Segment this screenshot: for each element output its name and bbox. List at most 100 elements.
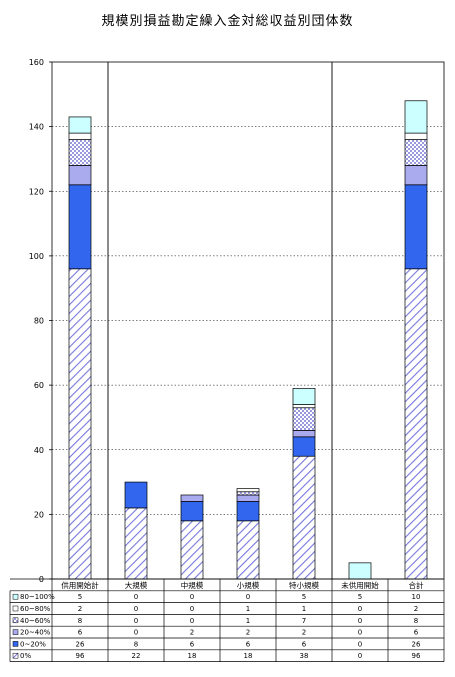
chart-title: 規模別損益勘定繰入金対総収益別団体数 xyxy=(101,14,354,29)
legend-key xyxy=(12,605,19,612)
bar-segment xyxy=(292,455,316,580)
bar-segment xyxy=(404,139,428,166)
table-cell-value: 8 xyxy=(414,617,418,625)
table-cell-value: 6 xyxy=(246,640,251,648)
bar-segment xyxy=(292,436,316,457)
table-cell-value: 2 xyxy=(414,605,418,613)
table-cell-value: 0 xyxy=(358,640,362,648)
bar-segment xyxy=(236,488,260,493)
y-tick-label: 80 xyxy=(34,317,44,326)
category-label: 合計 xyxy=(409,580,424,590)
bar-segment xyxy=(180,520,204,580)
bars xyxy=(68,100,428,580)
table-cell-value: 0 xyxy=(134,617,138,625)
table-cell-value: 10 xyxy=(412,593,421,601)
bar-segment xyxy=(404,165,428,186)
table-cell-value: 0 xyxy=(358,629,362,637)
y-tick-label: 140 xyxy=(29,123,44,132)
table-cell-value: 0 xyxy=(134,605,138,613)
table-cell-value: 6 xyxy=(190,640,195,648)
bar-segment xyxy=(68,132,92,140)
table-cell-value: 5 xyxy=(358,593,362,601)
legend-key xyxy=(12,641,19,647)
table-cell-value: 0 xyxy=(134,629,138,637)
legend-label: 60~80% xyxy=(20,605,51,613)
table-cell-value: 2 xyxy=(302,629,306,637)
table-cell-value: 96 xyxy=(412,652,421,660)
category-label: 特小規模 xyxy=(289,580,319,590)
y-tick-label: 60 xyxy=(34,381,44,390)
legend-label: 20~40% xyxy=(20,629,51,637)
legend-label: 40~60% xyxy=(20,617,51,625)
table-cell-value: 0 xyxy=(246,593,250,601)
table-cell-value: 0 xyxy=(190,617,194,625)
table-cell-value: 18 xyxy=(244,652,253,660)
bar-segment xyxy=(292,388,316,405)
table-cell-value: 26 xyxy=(76,640,85,648)
bar-segment xyxy=(180,494,204,502)
table-cell-value: 6 xyxy=(414,629,419,637)
table-cell-value: 0 xyxy=(190,605,194,613)
bar-segment xyxy=(292,430,316,438)
legend-key xyxy=(12,629,19,635)
table-cell-value: 8 xyxy=(134,640,138,648)
legend-label: 0~20% xyxy=(20,640,46,648)
table-cell-value: 8 xyxy=(78,617,82,625)
y-tick-label: 0 xyxy=(39,575,44,584)
legend-key xyxy=(12,652,19,659)
bar-segment xyxy=(124,507,148,580)
table-cell-value: 7 xyxy=(302,617,306,625)
table-cell-value: 96 xyxy=(76,652,85,660)
y-tick-label: 40 xyxy=(34,446,44,455)
table-cell-value: 0 xyxy=(358,652,362,660)
category-label: 大規模 xyxy=(125,580,148,590)
bar-segment xyxy=(236,491,260,496)
bar-segment xyxy=(68,139,92,166)
category-label: 供用開始計 xyxy=(61,580,99,590)
table-cell-value: 5 xyxy=(78,593,82,601)
table-cell-value: 6 xyxy=(302,640,307,648)
table-cell-value: 2 xyxy=(190,629,194,637)
table-cell-value: 2 xyxy=(246,629,250,637)
table-cell-value: 22 xyxy=(132,652,141,660)
category-label: 未供用開始 xyxy=(341,580,379,590)
bar-segment xyxy=(404,184,428,270)
bar-segment xyxy=(68,165,92,186)
table-cell-value: 2 xyxy=(78,605,82,613)
y-axis: 0 20 40 60 80 100 120 140 160 xyxy=(29,58,52,584)
category-label: 中規模 xyxy=(181,580,204,590)
legend-label: 80~100% xyxy=(20,593,55,601)
bar-segment xyxy=(124,481,148,509)
bar-segment xyxy=(404,268,428,580)
bar-segment xyxy=(236,520,260,580)
table-cell-value: 0 xyxy=(134,593,138,601)
y-tick-label: 120 xyxy=(29,187,44,196)
table-cell-value: 1 xyxy=(302,605,306,613)
y-tick-label: 160 xyxy=(29,58,44,67)
bar-segment xyxy=(292,404,316,409)
legend-label: 0% xyxy=(20,652,31,660)
bar-segment xyxy=(68,268,92,580)
y-tick-label: 100 xyxy=(29,252,44,261)
table-cell-value: 38 xyxy=(300,652,309,660)
bar-segment xyxy=(180,501,204,522)
bar-segment xyxy=(68,184,92,270)
legend-key xyxy=(12,593,19,600)
table-cell-value: 5 xyxy=(302,593,306,601)
table-cell-value: 26 xyxy=(412,640,421,648)
bar-segment xyxy=(348,562,372,580)
bar-segment xyxy=(236,494,260,502)
table-cell-value: 1 xyxy=(246,605,250,613)
table-cell-value: 0 xyxy=(358,617,362,625)
category-separators xyxy=(107,62,333,579)
table-cell-value: 0 xyxy=(190,593,194,601)
table-cell-value: 1 xyxy=(246,617,250,625)
bar-segment xyxy=(236,501,260,522)
table-cell-value: 18 xyxy=(188,652,197,660)
bar-segment xyxy=(292,407,316,431)
bar-segment xyxy=(404,132,428,140)
bar-segment xyxy=(404,100,428,134)
legend-key xyxy=(12,617,19,624)
